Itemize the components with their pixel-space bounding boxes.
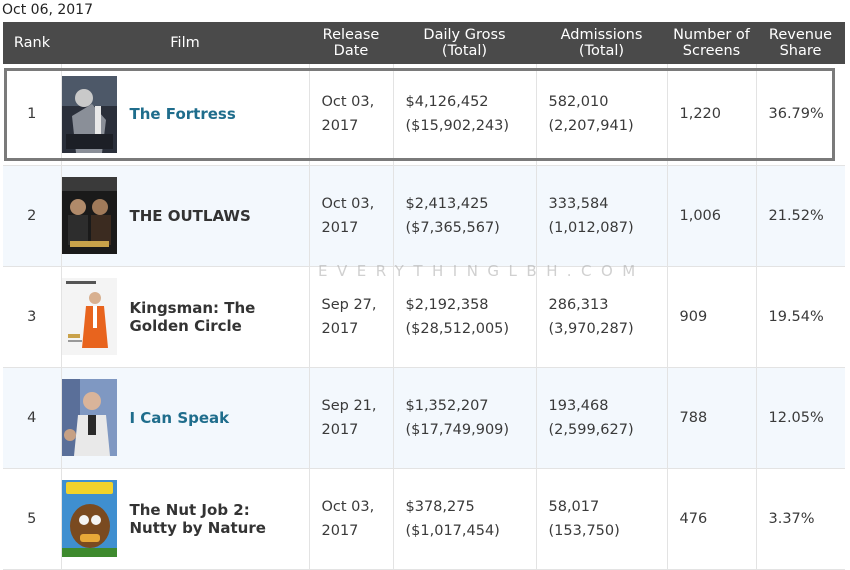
col-header-daily-gross[interactable]: Daily Gross (Total) <box>393 22 536 64</box>
film-title: Kingsman: The Golden Circle <box>129 298 256 335</box>
report-date: Oct 06, 2017 <box>2 2 93 18</box>
admissions-cell: 333,584 (1,012,087) <box>536 165 668 267</box>
admissions-cell: 193,468 (2,599,627) <box>536 367 668 469</box>
poster-the-outlaws[interactable] <box>61 177 117 254</box>
film-cell: I Can Speak <box>61 367 310 469</box>
film-cell: The Nut Job 2: Nutty by Nature <box>61 468 310 570</box>
release-date-cell: Sep 27, 2017 <box>309 266 394 368</box>
table-row: 4 I Can Speak Sep 21, 2017 $1,352,207 ($17… <box>3 367 845 469</box>
watermark: EVERYTHINGLBH.COM <box>318 262 645 280</box>
release-date-cell: Oct 03, 2017 <box>309 468 394 570</box>
poster-the-fortress[interactable] <box>61 75 117 153</box>
share-cell: 19.54% <box>756 266 845 368</box>
gross-cell: $1,352,207 ($17,749,909) <box>393 367 537 469</box>
screens-cell: 476 <box>667 468 757 570</box>
rank-cell: 3 <box>3 266 62 368</box>
film-cell: Kingsman: The Golden Circle <box>61 266 310 368</box>
table-header-row: Rank Film Release Date Daily Gross (Total)… <box>3 22 845 64</box>
screens-cell: 1,220 <box>667 64 757 166</box>
gross-cell: $2,192,358 ($28,512,005) <box>393 266 537 368</box>
poster-i-can-speak[interactable] <box>61 379 117 456</box>
film-title-link[interactable]: The Fortress <box>129 105 236 124</box>
film-title-link[interactable]: I Can Speak <box>129 408 230 427</box>
box-office-table: Rank Film Release Date Daily Gross (Total)… <box>3 22 845 570</box>
table-row: 1 The Fortress Oct 03, 2017 $4,126,452 ($1… <box>3 64 845 166</box>
admissions-cell: 286,313 (3,970,287) <box>536 266 668 368</box>
release-date-cell: Sep 21, 2017 <box>309 367 394 469</box>
film-title: THE OUTLAWS <box>129 206 251 225</box>
release-date-cell: Oct 03, 2017 <box>309 165 394 267</box>
screens-cell: 1,006 <box>667 165 757 267</box>
rank-cell: 1 <box>3 64 62 166</box>
gross-cell: $378,275 ($1,017,454) <box>393 468 537 570</box>
table-row: 5 The Nut Job 2: Nutty by Nature Oct 03, <box>3 468 845 570</box>
col-header-release-date[interactable]: Release Date <box>309 22 393 64</box>
table-row: 3 Kingsman: The Golden Circle Sep 27, 201 <box>3 266 845 368</box>
rank-cell: 2 <box>3 165 62 267</box>
col-header-rank[interactable]: Rank <box>3 22 61 64</box>
share-cell: 36.79% <box>756 64 845 166</box>
share-cell: 21.52% <box>756 165 845 267</box>
col-header-admissions[interactable]: Admissions (Total) <box>536 22 667 64</box>
col-header-film[interactable]: Film <box>61 22 309 64</box>
poster-kingsman[interactable] <box>61 278 117 355</box>
share-cell: 3.37% <box>756 468 845 570</box>
gross-cell: $2,413,425 ($7,365,567) <box>393 165 537 267</box>
table-row: 2 THE OUTLAWS Oct 03, 2017 $2,413, <box>3 165 845 267</box>
film-cell: The Fortress <box>61 64 310 166</box>
admissions-cell: 58,017 (153,750) <box>536 468 668 570</box>
rank-cell: 4 <box>3 367 62 469</box>
poster-nut-job-2[interactable] <box>61 480 117 557</box>
admissions-cell: 582,010 (2,207,941) <box>536 64 668 166</box>
col-header-revenue-share[interactable]: Revenue Share <box>756 22 845 64</box>
release-date-cell: Oct 03, 2017 <box>309 64 394 166</box>
screens-cell: 788 <box>667 367 757 469</box>
share-cell: 12.05% <box>756 367 845 469</box>
film-title: The Nut Job 2: Nutty by Nature <box>129 500 266 537</box>
screens-cell: 909 <box>667 266 757 368</box>
gross-cell: $4,126,452 ($15,902,243) <box>393 64 537 166</box>
col-header-screens[interactable]: Number of Screens <box>667 22 756 64</box>
film-cell: THE OUTLAWS <box>61 165 310 267</box>
rank-cell: 5 <box>3 468 62 570</box>
